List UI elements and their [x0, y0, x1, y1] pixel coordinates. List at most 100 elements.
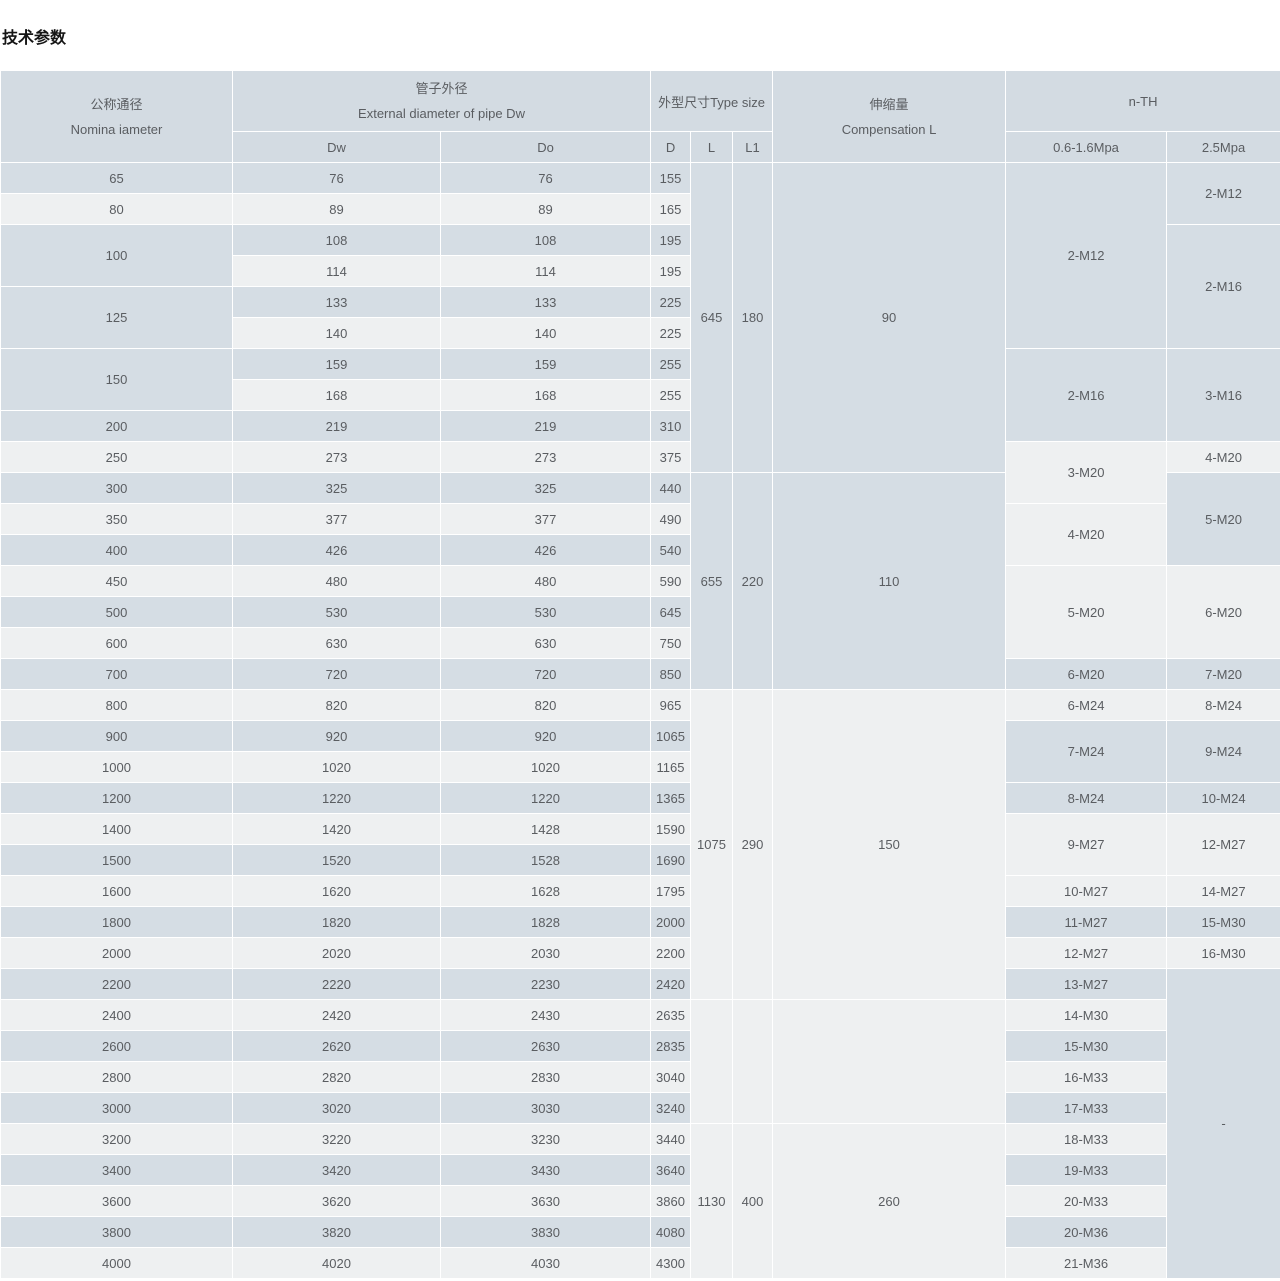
- table-row: 450 480 480 590 5-M20 6-M20: [0, 565, 1280, 659]
- table-cell: 16-M33: [1005, 1061, 1168, 1093]
- header-row-main: 公称通径 Nomina iameter 管子外径 External diamet…: [0, 70, 1280, 163]
- table-cell: 2200: [0, 968, 233, 1000]
- table-cell: 1000: [0, 751, 233, 783]
- table-cell: 3820: [232, 1216, 441, 1248]
- table-row: 700 720 720 850 6-M20 7-M20: [0, 658, 1280, 690]
- table-cell: 426: [232, 534, 441, 566]
- header-compensation: 伸缩量 Compensation L: [772, 70, 1007, 163]
- table-row: 114 114 195: [1, 255, 1280, 287]
- table-cell: 310: [650, 410, 692, 442]
- table-cell: 3030: [439, 1092, 652, 1124]
- table-cell: 3600: [0, 1185, 233, 1217]
- table-cell: 7-M24: [1005, 720, 1168, 783]
- table-cell: 426: [439, 534, 652, 566]
- table-row: 3200 3220 3230 3440 1130 400 260 18-M33: [0, 1123, 1280, 1279]
- table-row: 3000 3020 3030 3240 17-M33: [0, 1092, 1280, 1124]
- table-cell: 500: [0, 596, 233, 628]
- table-row: 1500 1520 1528 1690: [0, 844, 1280, 876]
- table-row: 500 530 530 645: [0, 596, 1280, 628]
- table-cell: 13-M27: [1005, 968, 1168, 1000]
- table-row: 300 325 325 440 655 220 110 5-M20: [0, 472, 1280, 690]
- table-cell: 2830: [439, 1061, 652, 1093]
- table-cell: 720: [439, 658, 652, 690]
- table-cell: 1820: [232, 906, 441, 938]
- table-cell: 3020: [232, 1092, 441, 1124]
- table-cell: 3430: [439, 1154, 652, 1186]
- table-cell: 225: [650, 317, 692, 349]
- table-cell: 219: [439, 410, 652, 442]
- table-cell: 168: [232, 379, 441, 411]
- header-pressure-0.6-1.6mpa: 0.6-1.6Mpa: [1005, 131, 1168, 163]
- table-cell: 133: [232, 286, 441, 318]
- table-cell: 6-M20: [1166, 565, 1280, 659]
- header-pipe-external-diameter: 管子外径 External diameter of pipe Dw: [231, 70, 652, 132]
- table-row: 4000 4020 4030 4300 21-M36: [0, 1247, 1280, 1279]
- table-cell: 325: [439, 472, 652, 504]
- table-cell: 4030: [439, 1247, 652, 1279]
- table-cell: 440: [650, 472, 692, 504]
- table-cell: 19-M33: [1005, 1154, 1168, 1186]
- header-nominal-diameter-zh: 公称通径: [90, 96, 143, 112]
- table-body: 65 76 76 155 645 180 90 2-M12 2-M12 80 89 89 165 100 1…: [0, 162, 1280, 1279]
- table-cell: 1500: [0, 844, 233, 876]
- table-cell: 2000: [650, 906, 692, 938]
- table-cell: [732, 999, 774, 1124]
- table-cell: 14-M30: [1005, 999, 1168, 1031]
- table-cell: 15-M30: [1005, 1030, 1168, 1062]
- table-cell: 10-M27: [1005, 875, 1168, 907]
- table-cell: 10-M24: [1166, 782, 1280, 814]
- table-cell: 1600: [0, 875, 233, 907]
- table-cell: 1165: [650, 751, 692, 783]
- table-cell: 377: [439, 503, 652, 535]
- table-cell: 1420: [232, 813, 441, 845]
- table-row: 1200 1220 1220 1365 8-M24 10-M24: [0, 782, 1280, 814]
- table-cell: 260: [772, 1123, 1007, 1279]
- table-cell: 850: [650, 658, 692, 690]
- table-cell: 18-M33: [1005, 1123, 1168, 1155]
- table-cell: 1220: [232, 782, 441, 814]
- table-row: 900 920 920 1065 7-M24 9-M24: [0, 720, 1280, 783]
- table-cell: 2-M16: [1005, 348, 1168, 442]
- table-cell: 140: [232, 317, 441, 349]
- table-cell: 3440: [650, 1123, 692, 1155]
- table-cell: 3220: [232, 1123, 441, 1155]
- table-cell: 80: [0, 193, 233, 225]
- table-cell: 150: [772, 689, 1007, 1000]
- header-nominal-diameter: 公称通径 Nomina iameter: [0, 70, 233, 163]
- table-row: 1400 1420 1428 1590 9-M27 12-M27: [0, 813, 1280, 876]
- header-nth: n-TH: [1005, 70, 1280, 132]
- table-cell: 645: [650, 596, 692, 628]
- table-cell: 14-M27: [1166, 875, 1280, 907]
- table-header: 公称通径 Nomina iameter 管子外径 External diamet…: [0, 70, 1280, 163]
- table-cell: 12-M27: [1166, 813, 1280, 876]
- table-cell: 1065: [650, 720, 692, 752]
- table-cell: 1130: [690, 1123, 734, 1279]
- table-row: 1800 1820 1828 2000 11-M27 15-M30: [0, 906, 1280, 938]
- table-cell: [690, 999, 734, 1124]
- table-cell: 720: [232, 658, 441, 690]
- table-row: 200 219 219 310: [0, 410, 1280, 442]
- table-cell: 2220: [232, 968, 441, 1000]
- table-cell: 1690: [650, 844, 692, 876]
- table-cell: 400: [0, 534, 233, 566]
- table-cell: 2835: [650, 1030, 692, 1062]
- table-cell: 1520: [232, 844, 441, 876]
- table-row: 2800 2820 2830 3040 16-M33: [0, 1061, 1280, 1093]
- header-compensation-zh: 伸缩量: [869, 96, 909, 112]
- table-cell: -: [1166, 968, 1280, 1279]
- table-cell: 273: [439, 441, 652, 473]
- table-cell: 3-M16: [1166, 348, 1280, 442]
- table-cell: 3630: [439, 1185, 652, 1217]
- table-cell: 530: [232, 596, 441, 628]
- table-cell: 2635: [650, 999, 692, 1031]
- table-cell: 820: [232, 689, 441, 721]
- table-cell: 4020: [232, 1247, 441, 1279]
- table-cell: 2-M12: [1166, 162, 1280, 225]
- table-row: 3800 3820 3830 4080 20-M36: [0, 1216, 1280, 1248]
- table-cell: 8-M24: [1166, 689, 1280, 721]
- table-cell: 5-M20: [1166, 472, 1280, 566]
- table-cell: 200: [0, 410, 233, 442]
- table-cell: 20-M33: [1005, 1185, 1168, 1217]
- table-cell: [772, 999, 1007, 1124]
- table-cell: 490: [650, 503, 692, 535]
